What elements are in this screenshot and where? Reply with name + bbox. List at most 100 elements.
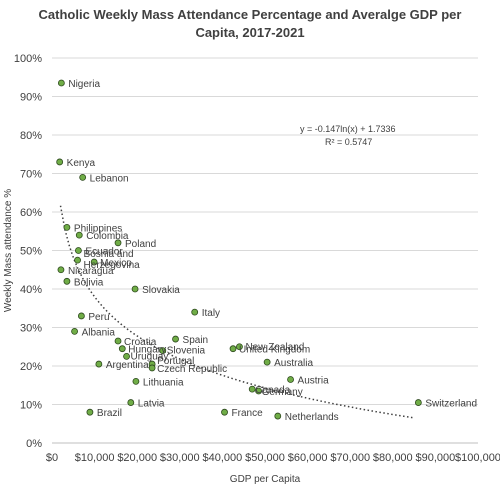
point-label: Nigeria [68, 79, 100, 90]
data-point [221, 408, 228, 416]
point-label: Hungary [128, 345, 166, 356]
x-tick-label: $30,000 [160, 452, 200, 464]
y-tick-label: 10% [20, 400, 42, 412]
point-label: Latvia [138, 399, 165, 410]
y-axis-label: Weekly Mass attendance % [3, 189, 14, 312]
data-point [79, 173, 87, 181]
point-label: Germany [262, 387, 303, 398]
x-tick-label: $50,000 [245, 452, 285, 464]
data-point [148, 364, 156, 372]
chart-title-line-1: Catholic Weekly Mass Attendance Percenta… [38, 7, 462, 22]
data-point [132, 377, 140, 385]
data-point [114, 239, 122, 247]
data-point [229, 345, 237, 353]
y-tick-label: 50% [20, 246, 42, 258]
trendline-equation: y = -0.147ln(x) + 1.7336 [300, 124, 396, 134]
point-label: Nicaragua [68, 266, 114, 277]
y-tick-label: 20% [20, 361, 42, 373]
point-label: Colombia [86, 231, 129, 242]
point-label: Australia [274, 358, 313, 369]
data-point [255, 387, 263, 395]
point-label: Portugal [157, 356, 194, 367]
data-point [75, 247, 82, 254]
point-labels: NigeriaKenyaLebanonPhilippinesColombiaPo… [67, 79, 477, 423]
data-point [118, 345, 126, 353]
point-label: United Kingdom [239, 345, 310, 356]
x-tick-label: $70,000 [330, 452, 370, 464]
y-tick-label: 70% [20, 169, 42, 181]
gridlines [52, 57, 478, 405]
point-label: Switzerland [425, 399, 477, 410]
data-point [263, 358, 271, 366]
point-label: Poland [125, 239, 156, 250]
y-tick-label: 0% [26, 438, 42, 450]
point-label: Uruguay [131, 351, 169, 362]
y-tick-label: 40% [20, 284, 42, 296]
point-label: New Zealand [245, 342, 304, 353]
point-label: Slovenia [167, 346, 206, 357]
point-label: Philippines [74, 223, 122, 234]
point-label: Lebanon [90, 173, 129, 184]
point-label: Croatia [124, 337, 157, 348]
data-point [63, 277, 71, 285]
point-label: France [232, 408, 264, 419]
data-point [131, 285, 139, 293]
data-point [71, 327, 78, 335]
point-label: Argentina [106, 360, 149, 371]
chart-title-line-2: Capita, 2017-2021 [195, 25, 305, 40]
data-point [114, 337, 122, 345]
y-tick-label: 60% [20, 207, 42, 219]
data-point [191, 308, 199, 316]
point-label: Slovakia [142, 285, 180, 296]
point-label: Bolivia [74, 277, 104, 288]
x-tick-label: $40,000 [203, 452, 243, 464]
data-point [56, 158, 64, 166]
x-tick-label: $60,000 [288, 452, 328, 464]
data-point [236, 343, 243, 351]
data-point [159, 347, 167, 355]
x-axis-label: GDP per Capita [230, 474, 301, 485]
x-tick-label: $90,000 [416, 452, 456, 464]
chart-title: Catholic Weekly Mass Attendance Percenta… [0, 6, 500, 42]
data-point [123, 352, 130, 360]
x-tick-label: $100,000 [455, 452, 500, 464]
point-label: Ecuador [85, 247, 123, 258]
point-label: Bosnia and Herzegovina [84, 249, 141, 271]
point-label: Mexico [100, 258, 132, 269]
point-label: Albania [82, 327, 116, 338]
y-tick-label: 90% [20, 92, 42, 104]
data-point [77, 312, 85, 320]
data-point [63, 223, 71, 231]
y-tick-label: 80% [20, 130, 42, 142]
data-point [95, 360, 103, 368]
data-point [75, 231, 83, 239]
data-point [74, 256, 81, 264]
point-label: Peru [88, 312, 109, 323]
point-label: Austria [298, 375, 330, 386]
data-point [127, 399, 135, 406]
axes: 0% 10% 20% 30% 40% 50% 60% 70% 80% 90% 100% $0 $10,0… [14, 53, 500, 464]
point-label: Canada [255, 385, 290, 396]
data-point [248, 385, 256, 393]
x-tick-label: $80,000 [373, 452, 413, 464]
point-label: Lithuania [143, 377, 184, 388]
data-point [57, 266, 65, 274]
x-tick-label: $20,000 [117, 452, 157, 464]
point-label: Kenya [67, 158, 96, 169]
data-points [56, 79, 422, 420]
y-tick-label: 30% [20, 323, 42, 335]
data-point [86, 408, 94, 416]
y-tick-label: 100% [14, 53, 42, 65]
x-tick-label: $0 [46, 452, 58, 464]
data-point [414, 399, 422, 406]
trendline-r-squared: R² = 0.5747 [325, 137, 372, 147]
point-label: Spain [183, 335, 209, 346]
point-label: Czech Republic [157, 364, 227, 375]
point-label: Brazil [97, 408, 122, 419]
data-point [90, 258, 98, 266]
data-point [287, 376, 294, 383]
data-point [57, 79, 65, 87]
data-point [274, 412, 282, 420]
